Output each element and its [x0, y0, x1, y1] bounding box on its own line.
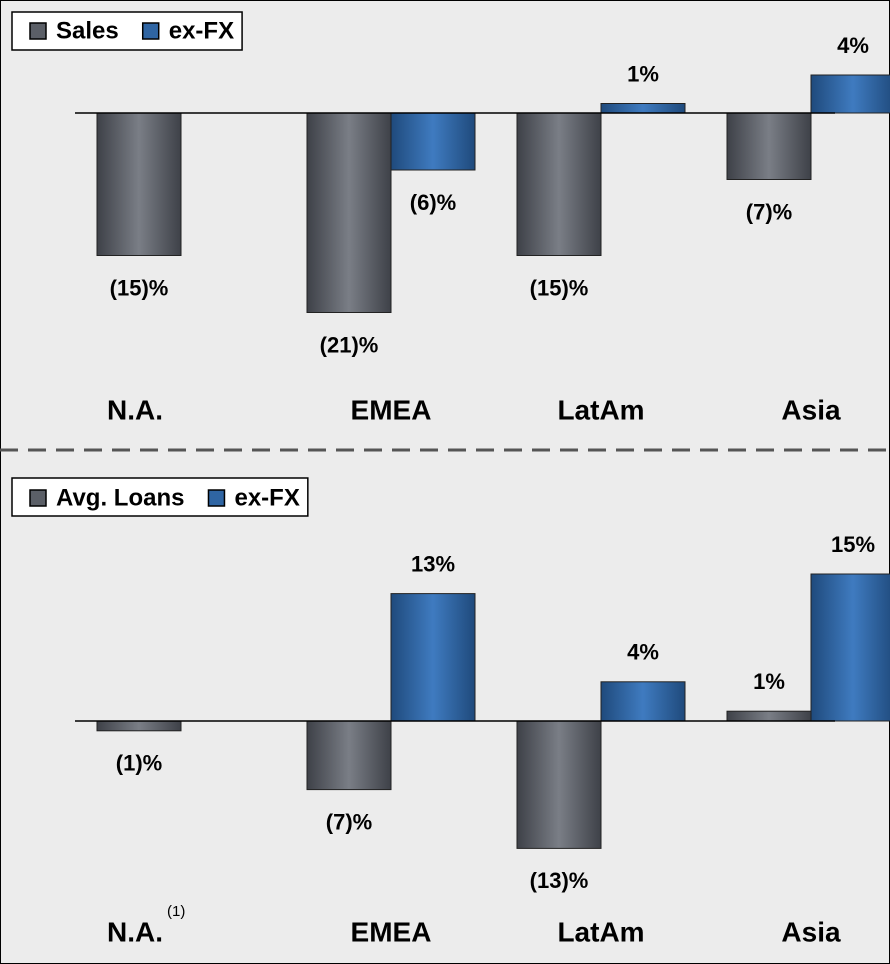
- legend-swatch: [29, 22, 47, 40]
- value-label: (1)%: [116, 751, 162, 776]
- bar: [96, 112, 182, 256]
- category-label: N.A.: [107, 916, 163, 947]
- legend-swatch: [29, 489, 47, 507]
- category-label: Asia: [781, 394, 841, 425]
- category-label: LatAm: [557, 916, 644, 947]
- bar: [306, 112, 392, 313]
- category-label: EMEA: [351, 916, 432, 947]
- value-label: (13)%: [530, 868, 589, 893]
- bar: [516, 112, 602, 256]
- bar: [96, 720, 182, 732]
- legend: [11, 11, 243, 51]
- legend-label: Sales: [56, 17, 119, 44]
- category-label: N.A.: [107, 394, 163, 425]
- value-label: 13%: [411, 551, 455, 576]
- value-label: 4%: [837, 33, 869, 58]
- bar: [726, 710, 812, 722]
- legend-label: ex-FX: [234, 484, 299, 511]
- bar: [306, 720, 392, 791]
- value-label: (15)%: [530, 275, 589, 300]
- legend: [11, 477, 309, 517]
- legend-swatch: [141, 22, 160, 40]
- category-label: LatAm: [557, 394, 644, 425]
- bar: [390, 112, 476, 171]
- value-label: (7)%: [746, 199, 792, 224]
- footnote: (1): [167, 903, 185, 920]
- bar: [726, 112, 812, 180]
- bar: [516, 720, 602, 849]
- bar: [810, 74, 890, 114]
- value-label: 1%: [753, 669, 785, 694]
- value-label: (15)%: [110, 275, 169, 300]
- legend-label: Avg. Loans: [56, 484, 184, 511]
- bar: [600, 681, 686, 722]
- value-label: (7)%: [326, 809, 372, 834]
- bar: [600, 103, 686, 114]
- value-label: (6)%: [410, 190, 456, 215]
- bar: [810, 573, 890, 722]
- legend-label: ex-FX: [169, 17, 234, 44]
- value-label: 1%: [627, 61, 659, 86]
- legend-swatch: [207, 489, 226, 507]
- value-label: 15%: [831, 532, 875, 557]
- category-label: EMEA: [351, 394, 432, 425]
- value-label: 4%: [627, 640, 659, 665]
- value-label: (21)%: [320, 332, 379, 357]
- bar: [390, 593, 476, 722]
- category-label: Asia: [781, 916, 841, 947]
